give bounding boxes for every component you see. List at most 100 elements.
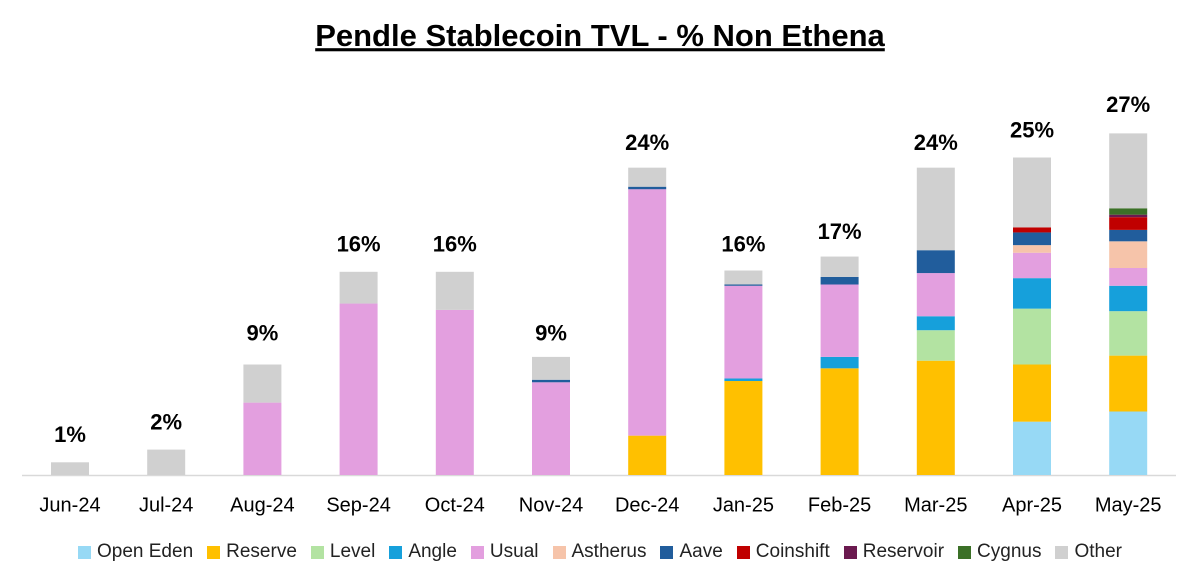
bar-segment <box>628 167 667 187</box>
bar-segment <box>1013 252 1051 279</box>
bar-segment <box>916 167 955 251</box>
bar-segment <box>1013 245 1051 253</box>
bar-segment <box>724 284 763 286</box>
legend-item: Usual <box>470 541 539 563</box>
x-tick-label: Apr-25 <box>1002 494 1062 516</box>
bar-segment <box>820 356 859 369</box>
legend-label: Cygnus <box>977 541 1042 562</box>
legend-item: Coinshift <box>736 541 830 563</box>
bar-segment <box>243 364 282 403</box>
total-label: 17% <box>818 219 862 244</box>
chart: Pendle Stablecoin TVL - % Non Ethena Jun… <box>22 18 1176 516</box>
bar-segment <box>916 330 955 361</box>
bar-segment <box>147 449 186 475</box>
total-label: 16% <box>337 232 381 257</box>
bar-segment <box>1109 217 1148 230</box>
legend-swatch <box>843 545 857 559</box>
legend-item: Cygnus <box>958 541 1041 563</box>
bar-segment <box>820 368 859 475</box>
bar-segment <box>1109 285 1148 312</box>
legend-swatch <box>207 545 221 559</box>
legend-swatch <box>310 545 324 559</box>
bar-segment <box>820 284 859 357</box>
legend-item: Reserve <box>207 541 297 563</box>
x-tick-label: Aug-24 <box>230 494 295 516</box>
legend-item: Aave <box>660 541 723 563</box>
total-label: 24% <box>914 130 958 155</box>
legend-item: Level <box>310 541 375 563</box>
legend-item: Other <box>1055 541 1122 563</box>
bar-segment <box>1109 214 1148 218</box>
bar-segment <box>532 356 570 380</box>
bar-segment <box>628 186 667 190</box>
legend-label: Astherus <box>571 541 647 562</box>
bar-segment <box>724 270 763 285</box>
legend-swatch <box>78 545 91 559</box>
legend-label: Coinshift <box>755 541 830 562</box>
bar-segment <box>1013 157 1051 228</box>
total-label: 9% <box>535 321 567 346</box>
legend: Open Eden Reserve Level Angle Usual Astherus A… <box>0 541 1200 563</box>
bar-segment <box>532 382 570 475</box>
bar-segment <box>243 402 282 475</box>
bar-segment <box>1109 208 1148 215</box>
bar-segment <box>1109 229 1148 242</box>
legend-swatch <box>1055 545 1069 559</box>
legend-label: Reserve <box>226 541 297 562</box>
legend-swatch <box>958 545 972 559</box>
legend-swatch <box>736 545 750 559</box>
legend-label: Aave <box>679 541 723 562</box>
bar-segment <box>820 256 859 277</box>
bar-segment <box>532 379 570 383</box>
bar-segment <box>724 381 763 475</box>
x-tick-label: Jan-25 <box>713 494 774 516</box>
bar-segment <box>435 309 474 475</box>
bar-segment <box>51 462 89 475</box>
legend-item: Reservoir <box>843 541 945 563</box>
x-tick-label: Jul-24 <box>139 494 193 516</box>
legend-swatch <box>552 545 566 559</box>
bar-segment <box>724 378 763 382</box>
bar-segment <box>724 285 763 379</box>
legend-swatch <box>470 545 484 559</box>
legend-swatch <box>660 545 674 559</box>
bar-segment <box>1013 421 1051 475</box>
bar-segment <box>339 271 378 304</box>
x-tick-label: Feb-25 <box>808 494 871 516</box>
total-label: 1% <box>54 422 86 447</box>
bar-segment <box>1013 227 1051 233</box>
total-label: 25% <box>1010 117 1054 142</box>
bar-segment <box>1013 232 1051 246</box>
legend-swatch <box>389 545 403 559</box>
bar-segment <box>628 435 667 475</box>
bar-segment <box>1013 364 1051 422</box>
bar-segment <box>916 250 955 274</box>
legend-label: Angle <box>408 541 457 562</box>
bar-segment <box>820 276 859 285</box>
total-label: 16% <box>721 232 765 257</box>
total-label: 9% <box>247 321 279 346</box>
total-label: 24% <box>625 130 669 155</box>
total-label: 2% <box>150 409 182 434</box>
legend-label: Usual <box>489 541 539 562</box>
legend-item: Open Eden <box>78 541 193 563</box>
bar-segment <box>1013 308 1051 365</box>
x-tick-label: May-25 <box>1095 494 1162 516</box>
legend-label: Reservoir <box>862 541 945 562</box>
bar-segment <box>1109 267 1148 286</box>
x-tick-label: Dec-24 <box>615 494 679 516</box>
bar-segment <box>628 189 667 436</box>
x-tick-label: Sep-24 <box>326 494 391 516</box>
bar-segment <box>1013 278 1051 309</box>
bar-segment <box>1109 355 1148 412</box>
legend-item: Angle <box>389 541 457 563</box>
bar-segment <box>916 273 955 317</box>
total-label: 27% <box>1106 92 1150 117</box>
x-tick-label: Jun-24 <box>39 494 100 516</box>
bar-segment <box>1109 311 1148 356</box>
chart-title: Pendle Stablecoin TVL - % Non Ethena <box>315 18 885 53</box>
x-tick-label: Nov-24 <box>519 494 583 516</box>
legend-item: Astherus <box>552 541 647 563</box>
legend-label: Open Eden <box>97 541 194 562</box>
x-tick-label: Mar-25 <box>904 494 967 516</box>
